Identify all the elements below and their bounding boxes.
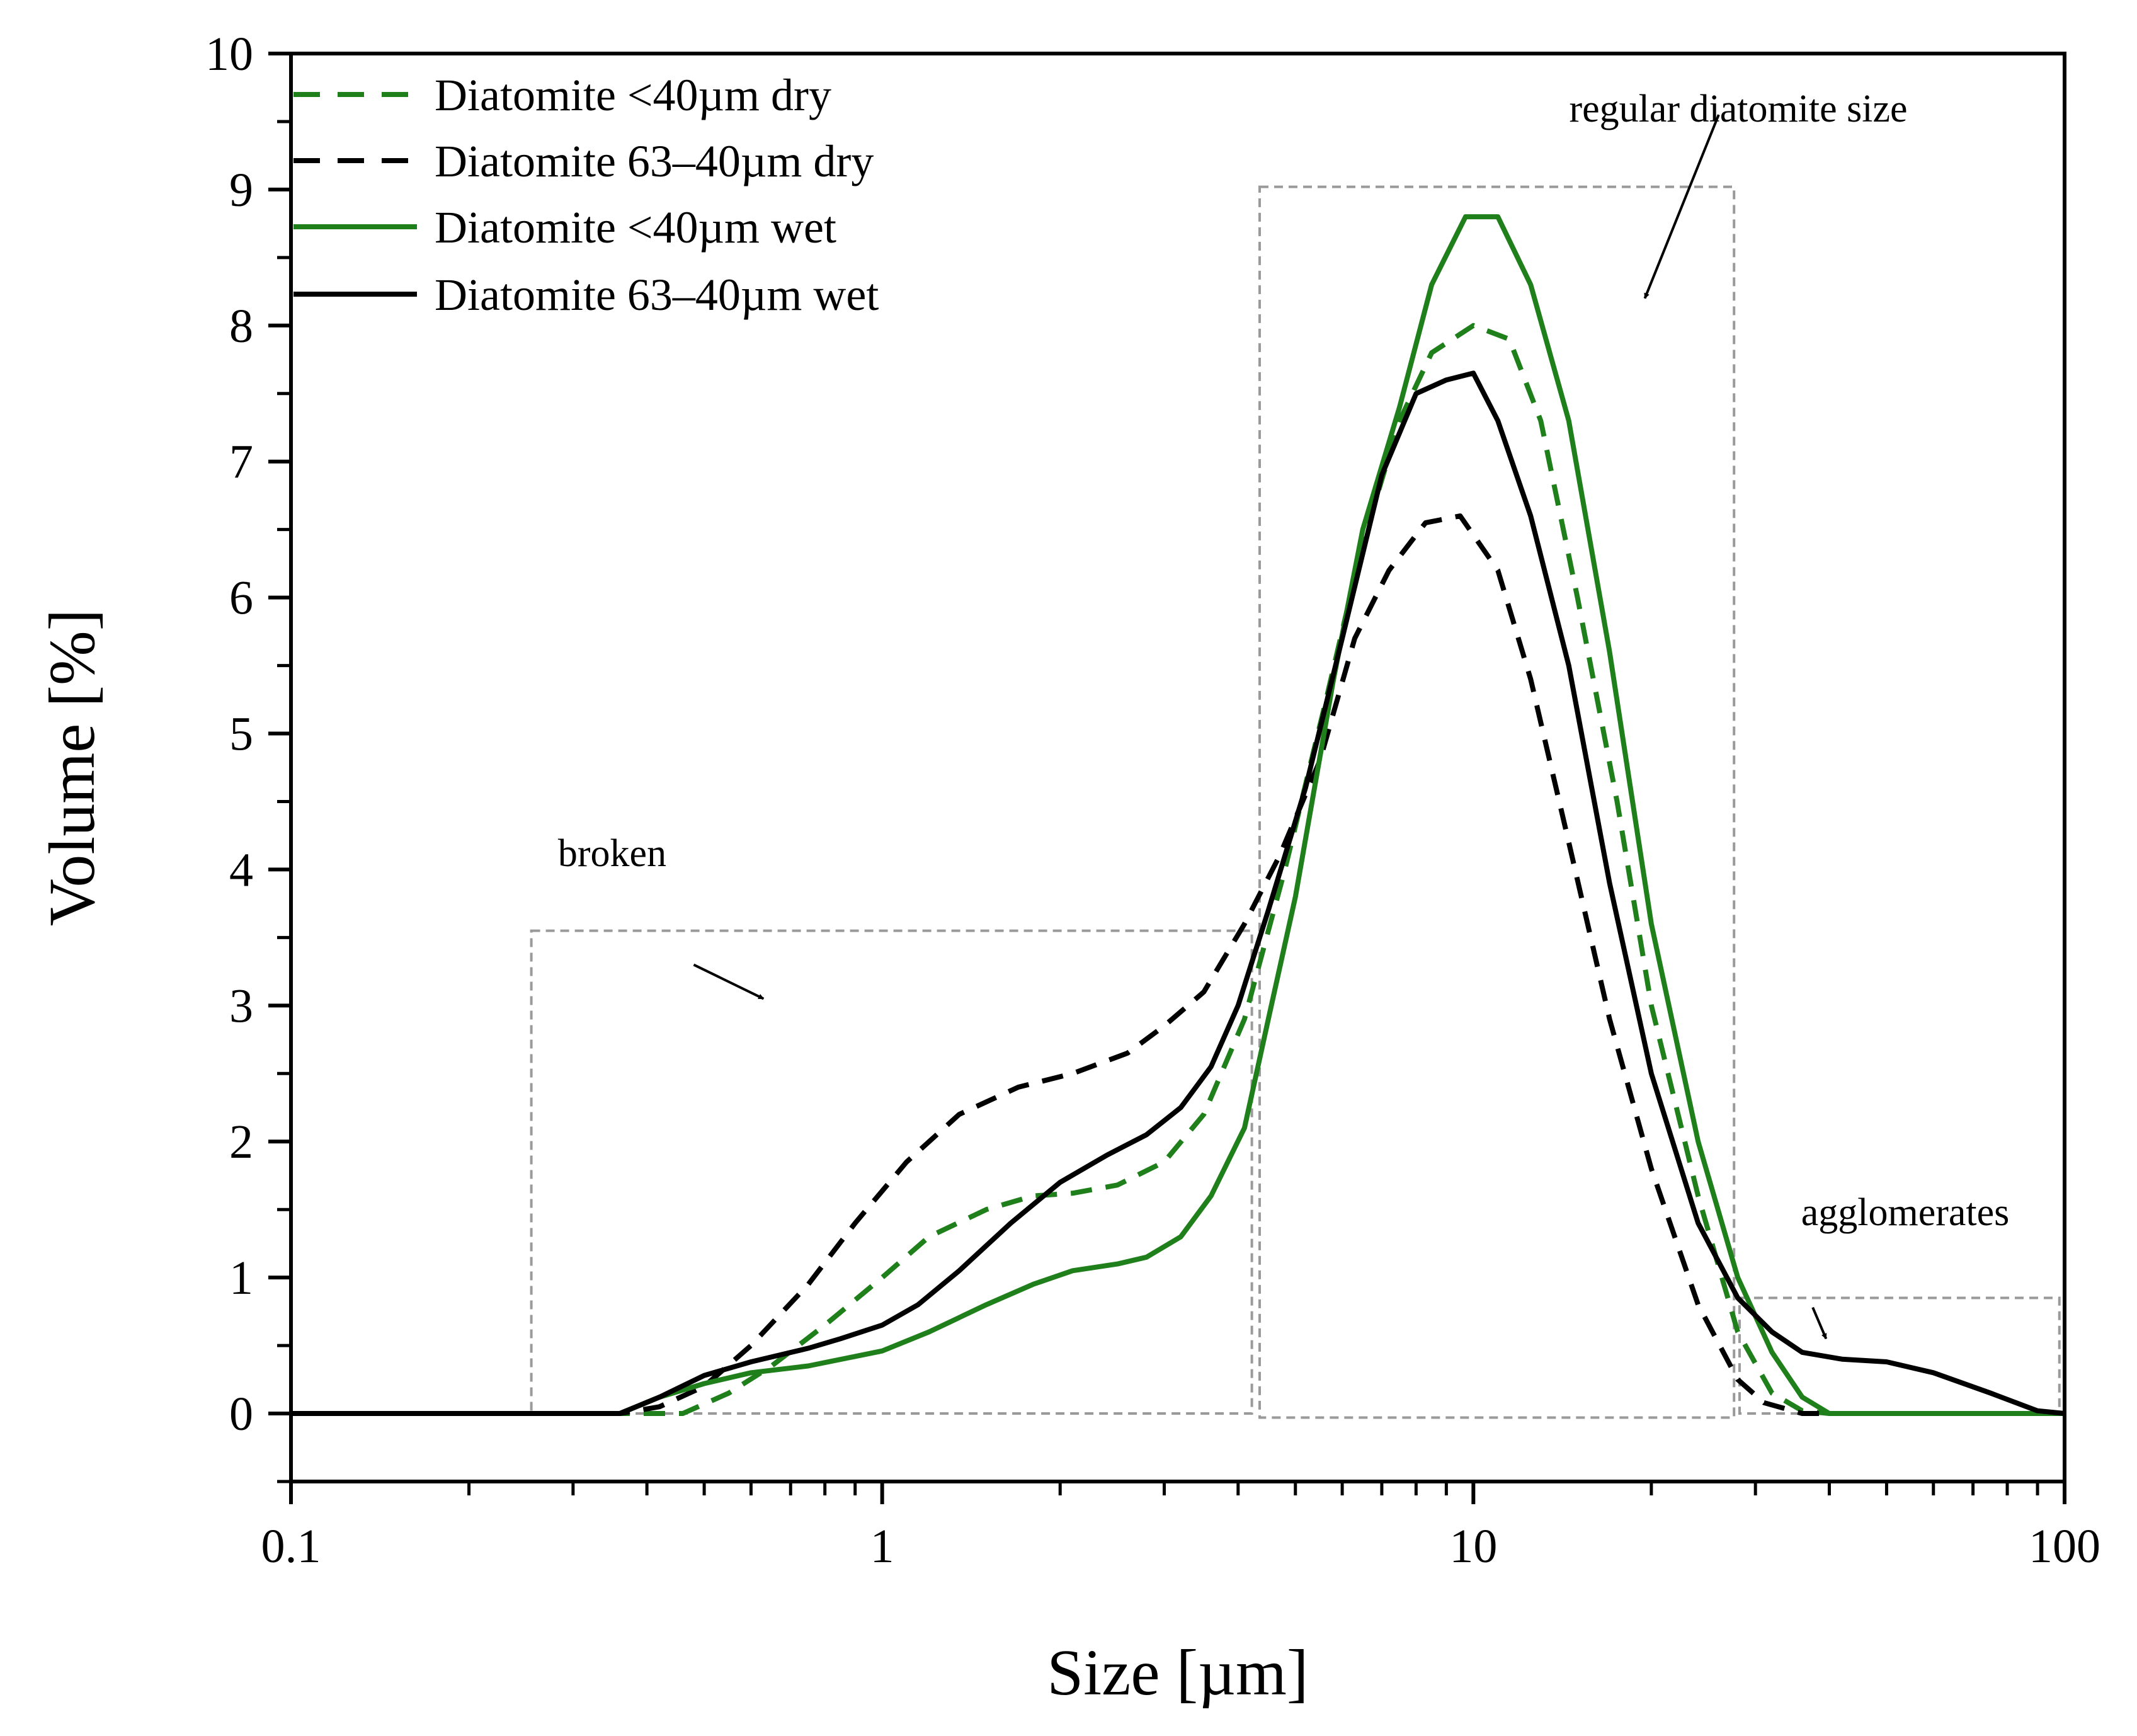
legend-label: Diatomite <40µm wet <box>435 202 836 253</box>
legend-label: Diatomite <40µm dry <box>435 70 831 120</box>
x-axis: 0.1 1 10 100 <box>261 1482 2100 1573</box>
y-tick-label: 9 <box>229 164 253 217</box>
legend: Diatomite <40µm dry Diatomite 63–40µm dry… <box>293 70 879 320</box>
annotation-arrow <box>693 963 765 1000</box>
legend-label: Diatomite 63–40µm wet <box>435 270 879 320</box>
x-tick-label: 10 <box>1449 1520 1497 1573</box>
y-tick-label: 8 <box>229 300 253 353</box>
y-tick-label: 4 <box>229 843 253 896</box>
y-axis-title: Volume [%] <box>36 609 108 927</box>
x-tick-label: 0.1 <box>261 1520 321 1573</box>
y-tick-label: 6 <box>229 572 253 625</box>
x-tick-label: 1 <box>870 1520 894 1573</box>
series-line-2 <box>291 513 2065 1416</box>
annotation-arrow <box>1811 1306 1828 1340</box>
series-line-1 <box>291 323 2065 1416</box>
annotation-label: regular diatomite size <box>1569 88 1907 130</box>
x-axis-title: Size [µm] <box>1047 1636 1308 1709</box>
plot-frame <box>289 52 2066 1483</box>
y-axis: 0 1 2 3 4 5 6 7 8 9 10 <box>205 28 291 1483</box>
y-tick-label: 7 <box>229 436 253 489</box>
annotation-box <box>1738 1296 2061 1415</box>
legend-label: Diatomite 63–40µm dry <box>435 136 874 186</box>
series-layer <box>291 214 2065 1416</box>
series-line-3 <box>291 214 2065 1416</box>
x-tick-label: 100 <box>2029 1520 2100 1573</box>
y-tick-label: 10 <box>205 28 253 81</box>
annotation-layer: broken regular diatomite size agglomerates <box>558 88 2010 1340</box>
y-tick-label: 3 <box>229 979 253 1032</box>
series-line-4 <box>291 370 2065 1416</box>
annotation-arrow <box>1643 114 1720 299</box>
y-tick-label: 5 <box>229 708 253 761</box>
y-tick-label: 2 <box>229 1116 253 1168</box>
annotation-label: agglomerates <box>1801 1191 2010 1234</box>
y-tick-label: 0 <box>229 1388 253 1441</box>
y-tick-label: 1 <box>229 1252 253 1305</box>
annotation-box <box>530 929 1253 1415</box>
annotation-box <box>1258 185 1736 1419</box>
annotation-label: broken <box>558 832 666 875</box>
